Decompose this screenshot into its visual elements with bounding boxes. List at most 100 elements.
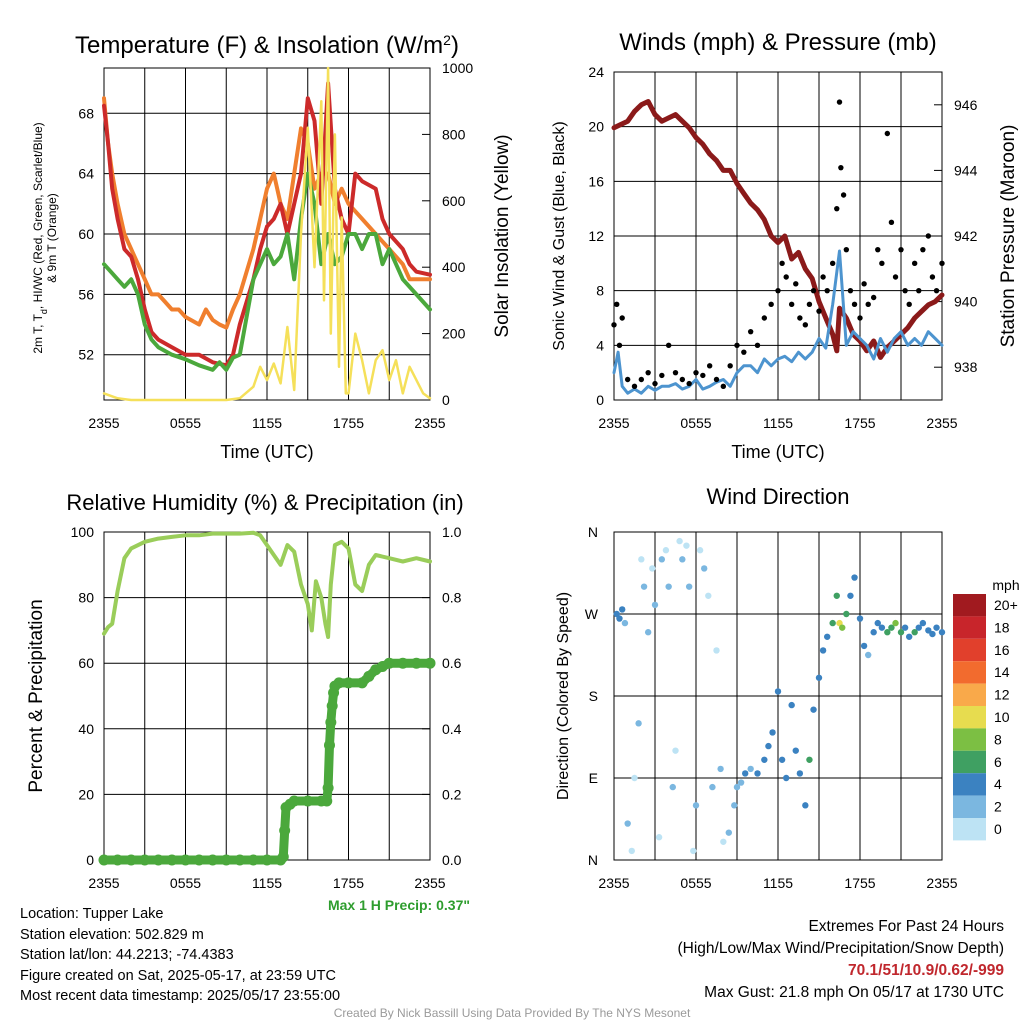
direction-point	[765, 742, 772, 750]
temp-series-0	[102, 96, 432, 330]
gust-point	[631, 383, 638, 390]
gust-point	[906, 301, 912, 308]
rh-y-right-tick-label: 0.0	[442, 852, 462, 868]
wind-y-tick-label: 0	[596, 392, 604, 408]
direction-point	[631, 774, 638, 782]
temp-y-tick-label: 52	[78, 347, 94, 363]
direction-point	[911, 629, 918, 636]
extremes-values: 70.1/51/10.9/0.62/-999	[848, 962, 1004, 979]
gust-point	[747, 328, 754, 335]
temp-y-tick-label: 60	[78, 226, 94, 242]
temp-title-close: )	[451, 32, 459, 59]
direction-point	[713, 647, 720, 654]
direction-point	[621, 619, 629, 627]
gust-point	[939, 260, 945, 267]
rh-y-right-tick-label: 0.2	[442, 786, 462, 802]
gust-point	[779, 260, 785, 267]
direction-point	[925, 627, 932, 634]
wind-y-right-tick-label: 938	[954, 359, 978, 375]
wind-y-tick-label: 4	[596, 337, 604, 353]
rh-x-tick-label: 2355	[88, 875, 119, 891]
wind-y-right-tick-label: 940	[954, 294, 978, 310]
direction-point	[679, 556, 686, 563]
gust-point	[824, 287, 830, 294]
wind-y-tick-label: 16	[588, 173, 604, 189]
direction-point	[860, 642, 868, 650]
wind-x-axis-label: Time (UTC)	[731, 442, 824, 462]
gust-point	[898, 246, 904, 253]
gust-point	[875, 246, 881, 253]
wind-y-tick-label: 12	[588, 228, 604, 244]
gust-point	[920, 246, 926, 253]
gust-point	[916, 287, 922, 294]
rh-y-tick-label: 0	[86, 852, 94, 868]
direction-point	[616, 615, 623, 622]
dir-x-tick-label: 2355	[926, 875, 957, 891]
gust-point	[611, 322, 617, 328]
direction-point	[658, 556, 666, 563]
temp-y-tick-label: 56	[78, 286, 94, 302]
direction-point	[897, 629, 905, 636]
rh-y-tick-label: 40	[78, 721, 94, 737]
gust-point	[925, 233, 932, 239]
gust-point	[624, 376, 631, 383]
rh-y-tick-label: 100	[71, 524, 95, 540]
temp-y-right-tick-label: 200	[442, 326, 466, 342]
direction-point	[783, 774, 790, 782]
max-gust-text: Max Gust: 21.8 mph On 05/17 at 1730 UTC	[704, 984, 1004, 1001]
direction-point	[720, 838, 727, 845]
credit-text: Created By Nick Bassill Using Data Provi…	[333, 1006, 691, 1020]
direction-point	[865, 651, 872, 659]
dir-x-tick-label: 0555	[680, 875, 711, 891]
direction-point	[870, 629, 877, 636]
legend-swatch	[953, 728, 986, 751]
temp-ylabel-sub: d	[39, 309, 49, 314]
temp-y-right-tick-label: 600	[442, 193, 466, 209]
gust-point	[616, 342, 623, 349]
gust-point	[693, 369, 699, 376]
wind-y-right-tick-label: 944	[954, 162, 978, 178]
dir-y-tick-label: E	[589, 770, 598, 786]
gust-point	[843, 246, 850, 253]
temp-y-right-tick-label: 800	[442, 126, 466, 142]
legend-label: 18	[994, 619, 1010, 635]
gust-point	[929, 274, 936, 280]
gust-point	[879, 260, 885, 267]
temp-y-right-tick-label: 0	[442, 392, 450, 408]
gust-point	[665, 342, 672, 349]
direction-point	[829, 619, 836, 627]
extremes-legend: (High/Low/Max Wind/Precipitation/Snow De…	[677, 940, 1005, 957]
legend-label: 8	[994, 731, 1002, 747]
legend-swatch	[953, 750, 986, 774]
dir-x-tick-label: 1755	[844, 875, 875, 891]
wind-y-tick-label: 24	[588, 64, 604, 80]
extremes-title: Extremes For Past 24 Hours	[808, 918, 1004, 935]
gust-point	[788, 301, 795, 308]
direction-point	[938, 629, 946, 636]
temp-series-2	[102, 171, 432, 372]
direction-point	[685, 583, 693, 590]
legend-swatch	[953, 683, 986, 706]
rh-y-tick-label: 20	[78, 786, 94, 802]
dir-y-axis-label: Direction (Colored By Speed)	[555, 592, 572, 800]
extremes-info: Extremes For Past 24 Hours (High/Low/Max…	[678, 916, 1005, 1004]
created-text: Figure created on Sat, 2025-05-17, at 23…	[20, 967, 336, 984]
gust-point	[810, 287, 817, 294]
direction-point	[676, 537, 683, 545]
rh-x-tick-label: 2355	[414, 875, 445, 891]
gust-point	[797, 315, 803, 321]
gust-point	[834, 205, 840, 212]
direction-point	[747, 765, 754, 773]
wind-y-right-axis-label: Station Pressure (Maroon)	[998, 125, 1019, 348]
direction-point	[810, 706, 817, 713]
rh-y-right-tick-label: 0.6	[442, 655, 462, 671]
direction-point	[878, 624, 886, 631]
dir-y-tick-label: W	[585, 606, 599, 622]
direction-point	[662, 547, 670, 554]
gust-point	[783, 274, 789, 280]
rh-y-right-tick-label: 1.0	[442, 524, 462, 540]
temp-x-axis-label: Time (UTC)	[220, 442, 313, 462]
rh-series	[102, 530, 432, 639]
legend-swatch	[953, 638, 986, 662]
